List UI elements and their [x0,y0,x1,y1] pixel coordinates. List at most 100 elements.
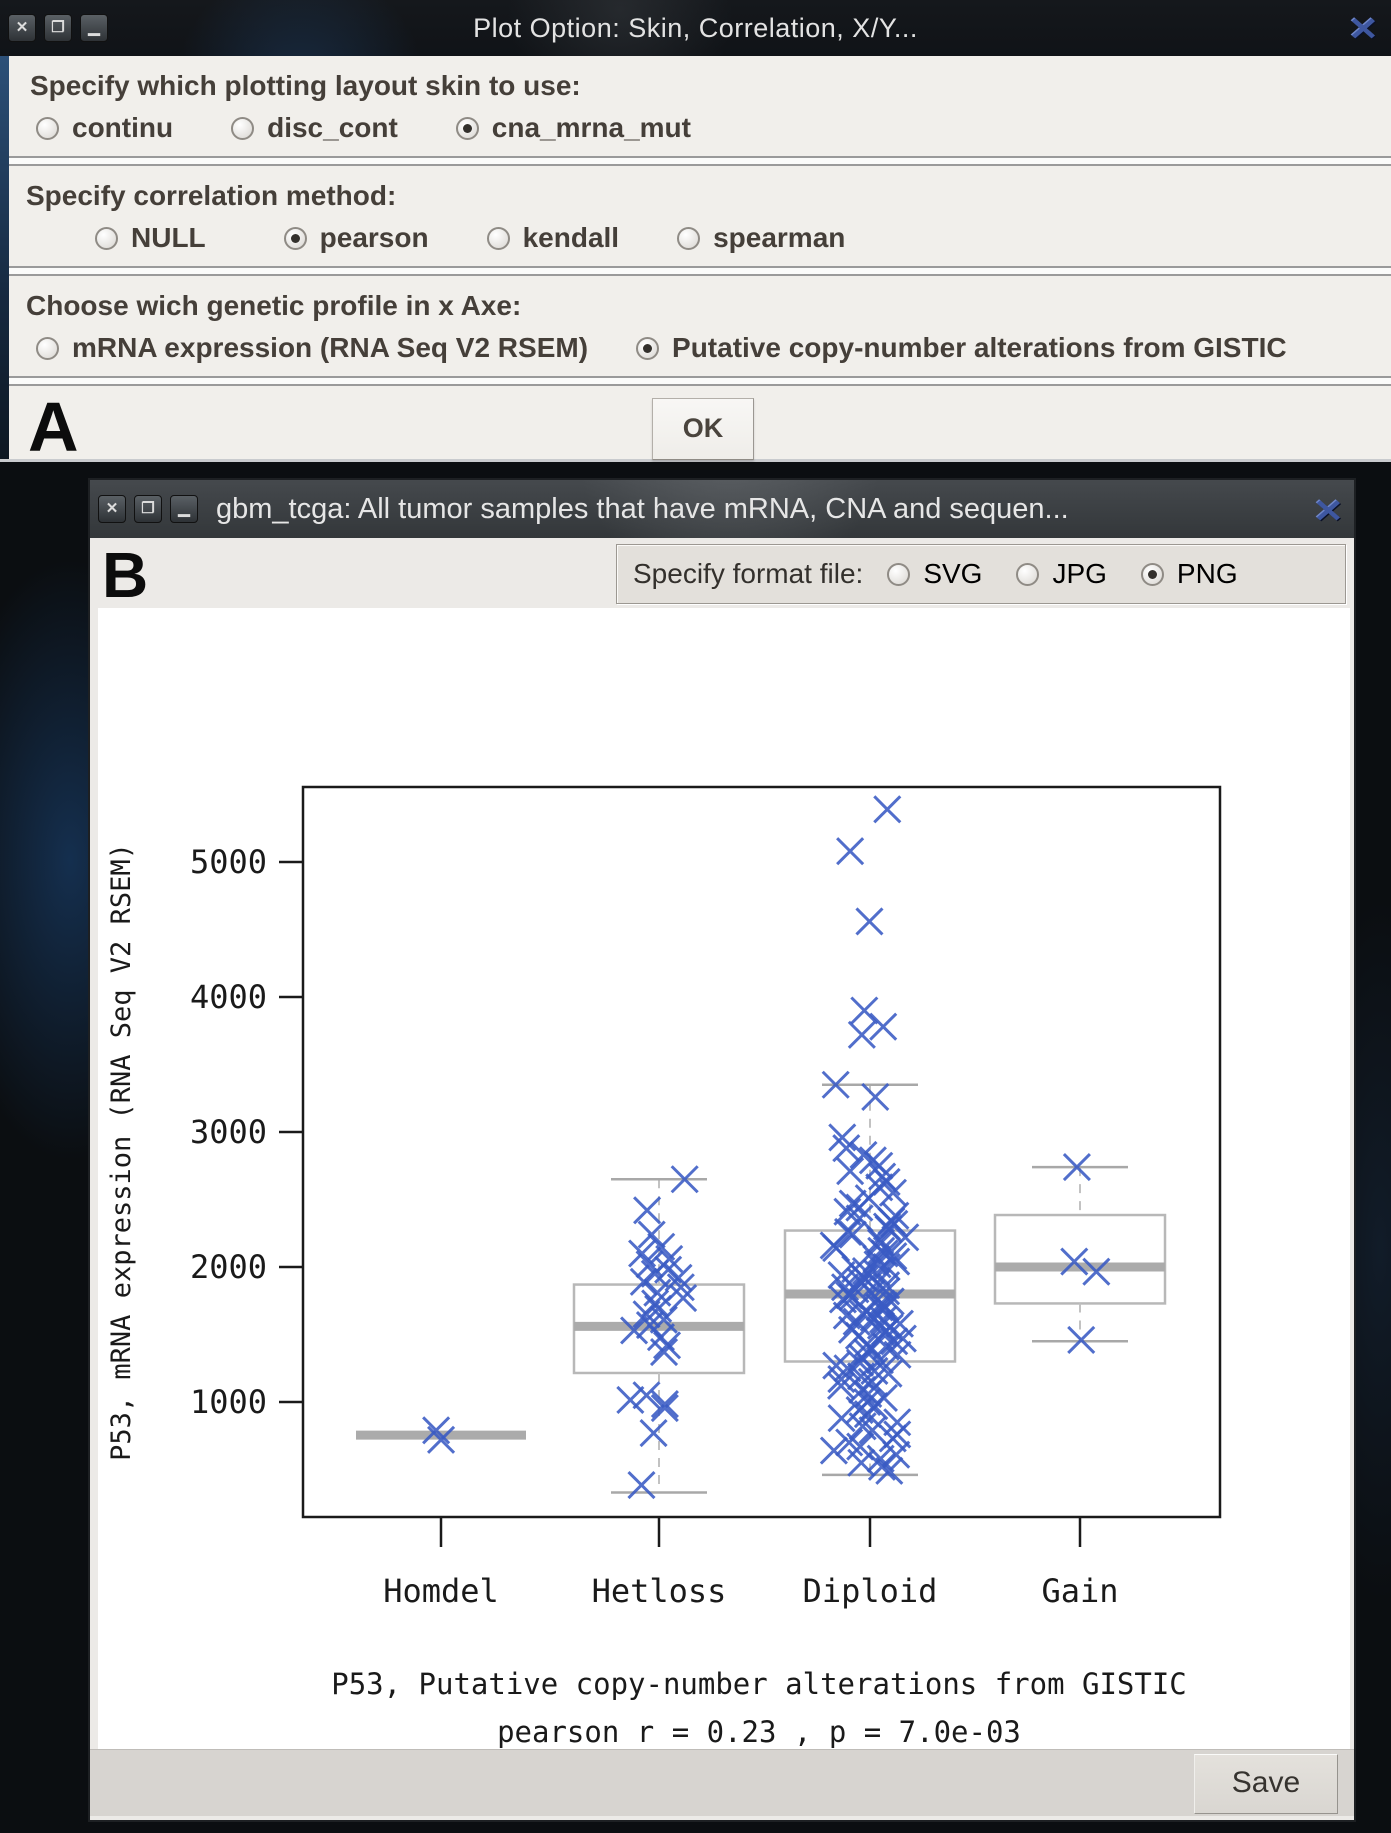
maximize-icon[interactable]: ❐ [134,495,162,523]
plot-option-window: ✕ ❐ ▁ Plot Option: Skin, Correlation, X/… [0,0,1391,466]
x-marker [422,1416,451,1445]
close-icon[interactable]: ✕ [98,495,126,523]
close-icon[interactable]: ✕ [8,14,36,42]
x-marker [869,1012,898,1041]
radio-null[interactable]: NULL [95,222,206,254]
minimize-icon[interactable]: ▁ [80,14,108,42]
x-marker [858,1416,887,1445]
x-marker [639,1418,668,1448]
radio-spearman[interactable]: spearman [677,222,845,254]
section-separator [0,376,1391,386]
window-b-titlebar[interactable]: ✕ ❐ ▁ gbm_tcga: All tumor samples that h… [90,480,1354,538]
radio-disc-cont-label: disc_cont [267,112,398,143]
x-marker [847,1020,876,1049]
x-marker [835,1428,864,1457]
panel-letter-b: B [102,539,149,611]
radio-mrna-expression[interactable]: mRNA expression (RNA Seq V2 RSEM) [36,332,588,364]
x-marker [850,996,879,1025]
radio-png[interactable]: PNG [1140,558,1238,590]
radio-jpg[interactable]: JPG [1016,558,1107,590]
radio-pearson[interactable]: pearson [283,222,429,254]
boxplot-svg: 1000 2000 3000 4000 5000 P53, mRNA expression… [106,785,1222,1749]
radio-circle-icon [677,226,701,250]
window-b-statusbar: Save [90,1749,1354,1816]
maximize-icon[interactable]: ❐ [44,14,72,42]
radio-spearman-label: spearman [713,222,846,253]
x-marker [650,1394,679,1423]
x-marker [649,1337,679,1367]
gbm-tcga-plot-window: ✕ ❐ ▁ gbm_tcga: All tumor samples that h… [88,478,1356,1822]
radio-jpg-label: JPG [1052,558,1107,589]
x-marker [861,1082,890,1111]
radio-circle-icon [455,116,479,140]
x-marker [867,1452,896,1481]
x-marker [855,907,884,936]
box-group-gain [993,1165,1167,1343]
x-marker [849,1140,878,1170]
radio-pearson-label: pearson [319,222,429,253]
radio-svg-label: SVG [923,558,983,589]
radio-circle-icon [486,226,510,250]
x-marker [666,1273,695,1302]
x-category-label: Gain [1041,1572,1118,1610]
radio-circle-icon [636,336,660,360]
save-button[interactable]: Save [1194,1754,1338,1814]
x-marker [627,1470,656,1500]
x-marker [836,837,865,866]
x-marker [1082,1257,1111,1286]
points-layer [422,795,1111,1500]
box [993,1213,1167,1305]
format-panel-label: Specify format file: [633,558,864,589]
x-marker [888,1324,917,1353]
x-marker [882,1440,911,1469]
radio-putative-cna-label: Putative copy-number alterations from GI… [672,332,1287,363]
x-marker [836,1157,865,1186]
radio-disc-cont[interactable]: disc_cont [231,112,398,144]
x-marker [632,1300,661,1329]
ok-button[interactable]: OK [652,398,754,460]
x-marker [1067,1325,1096,1354]
y-tick-label: 2000 [190,1248,267,1286]
x-marker [827,1404,856,1433]
x-marker [669,1283,698,1313]
x-marker [838,1189,867,1218]
window-a-titlebar[interactable]: ✕ ❐ ▁ Plot Option: Skin, Correlation, X/… [0,0,1391,56]
x-marker [827,1364,856,1394]
radio-circle-icon [1016,562,1040,586]
radio-svg[interactable]: SVG [887,558,982,590]
y-tick-label: 1000 [190,1383,267,1421]
x-marker [427,1425,456,1454]
y-tick-label: 4000 [190,978,267,1016]
radio-kendall[interactable]: kendall [486,222,620,254]
radio-continu[interactable]: continu [36,112,173,144]
x-marker [819,1436,848,1465]
x-marker [650,1389,679,1419]
minimize-icon[interactable]: ▁ [170,495,198,523]
x-marker [1062,1153,1091,1182]
radio-null-label: NULL [131,222,206,253]
x-marker [838,1220,867,1249]
radio-cna-mrna-mut[interactable]: cna_mrna_mut [455,112,691,144]
skin-section: Specify which plotting layout skin to us… [0,56,1391,156]
profile-section: Choose wich genetic profile in x Axe: mR… [0,276,1391,376]
x-marker [883,1340,912,1369]
radio-putative-cna[interactable]: Putative copy-number alterations from GI… [636,332,1287,364]
x-category-label: Diploid [803,1572,938,1610]
correlation-caption: pearson r = 0.23 , p = 7.0e-03 [497,1715,1021,1749]
radio-kendall-label: kendall [522,222,620,253]
radio-png-label: PNG [1176,558,1238,589]
radio-mrna-expression-label: mRNA expression (RNA Seq V2 RSEM) [72,332,589,363]
x-marker [629,1267,658,1296]
x-category-label: Hetloss [592,1572,727,1610]
y-tick-label: 3000 [190,1113,267,1151]
x-marker [828,1123,857,1152]
panel-letter-a: A [28,388,79,466]
section-separator [0,266,1391,276]
correlation-section-label: Specify correlation method: [26,180,397,211]
y-axis-label: P53, mRNA expression (RNA Seq V2 RSEM) [106,843,137,1461]
app-x-logo-icon: ✕ [1348,11,1380,47]
x-marker [652,1331,682,1360]
x-marker [828,1285,858,1314]
format-panel: Specify format file: SVG JPG PNG [616,544,1346,604]
app-x-logo-icon: ✕ [1313,493,1345,529]
